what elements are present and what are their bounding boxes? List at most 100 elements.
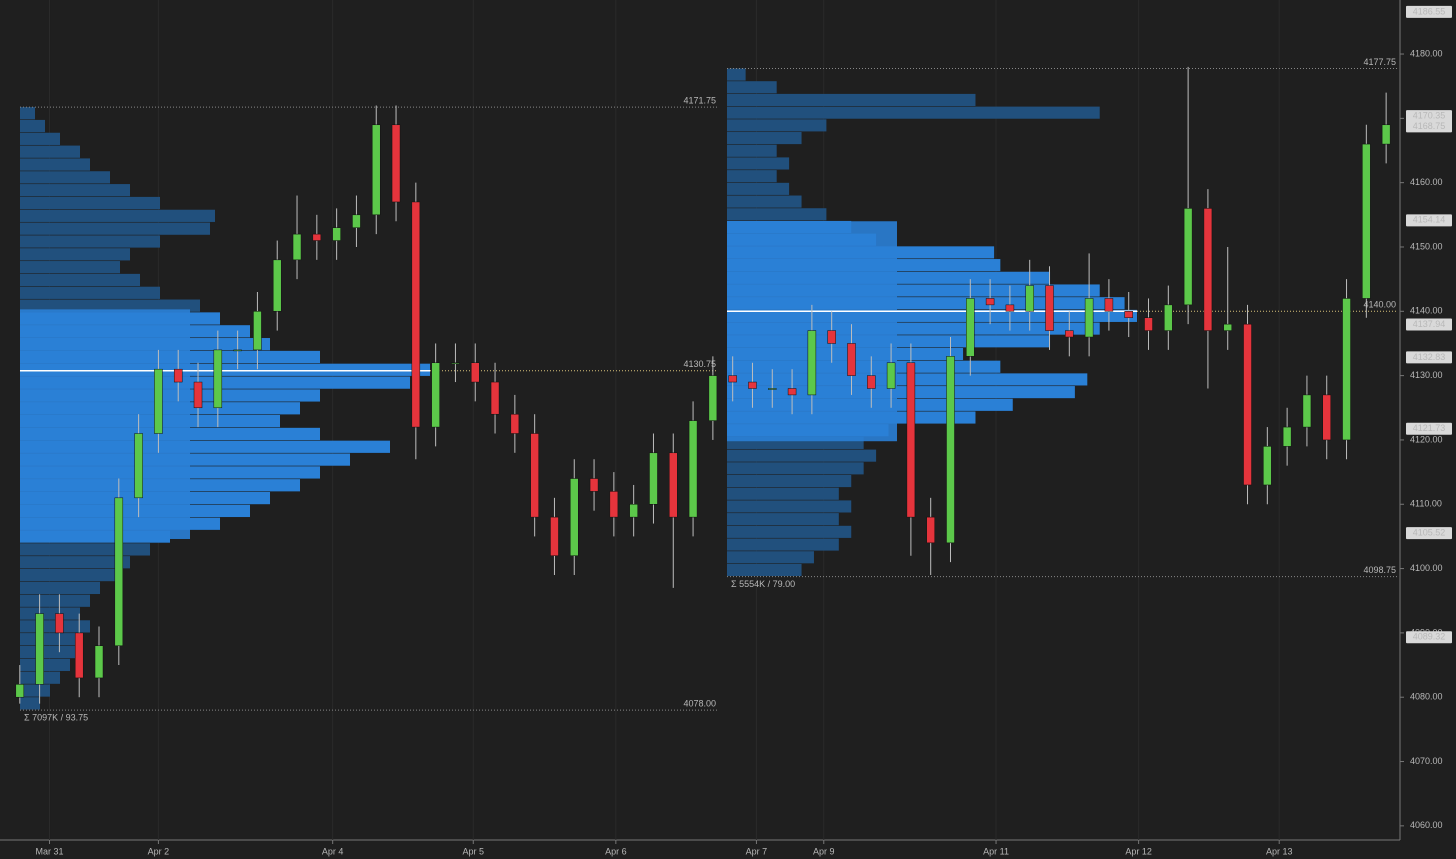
profile-bar bbox=[20, 633, 80, 646]
profile-bar bbox=[727, 513, 839, 526]
profile-bar bbox=[727, 449, 877, 462]
y-tick-label: 4160.00 bbox=[1410, 177, 1443, 187]
profile-bar bbox=[20, 556, 130, 569]
candle-body bbox=[114, 497, 124, 647]
profile-summary: Σ 5554K / 79.00 bbox=[731, 579, 795, 589]
candle-body bbox=[946, 356, 955, 544]
y-tick-label: 4180.00 bbox=[1410, 48, 1443, 58]
candle-body bbox=[332, 227, 341, 241]
candle-body bbox=[253, 311, 262, 351]
candle-body bbox=[847, 343, 856, 376]
candle-body bbox=[1124, 311, 1133, 318]
profile-bar bbox=[20, 594, 90, 607]
candle-body bbox=[233, 349, 242, 352]
x-tick-label: Apr 2 bbox=[148, 846, 170, 856]
profile-bar bbox=[727, 93, 976, 107]
candle-body bbox=[1203, 208, 1213, 331]
candle-body bbox=[550, 516, 559, 556]
profile-bar bbox=[727, 106, 1100, 119]
profile-high-label: 4171.75 bbox=[683, 95, 716, 105]
candle-body bbox=[94, 645, 104, 679]
profile-bar bbox=[727, 462, 864, 475]
y-tick-label: 4150.00 bbox=[1410, 241, 1443, 251]
candle-body bbox=[312, 233, 322, 241]
candle-body bbox=[55, 613, 64, 634]
profile-bar bbox=[727, 81, 777, 94]
candle-body bbox=[74, 632, 84, 679]
x-tick-label: Apr 12 bbox=[1125, 846, 1152, 856]
candle-body bbox=[134, 433, 143, 499]
candle-body bbox=[371, 124, 381, 216]
candle-body bbox=[1362, 143, 1371, 299]
poc-label: 4130.75 bbox=[683, 359, 716, 369]
price-tag bbox=[1406, 110, 1452, 123]
poc-label: 4140.00 bbox=[1363, 300, 1396, 310]
profile-bar bbox=[727, 525, 852, 538]
y-tick-label: 4060.00 bbox=[1410, 820, 1443, 830]
profile-bar bbox=[20, 658, 70, 671]
y-tick-label: 4100.00 bbox=[1410, 563, 1443, 573]
price-tag-label: 4186.55 bbox=[1413, 6, 1446, 16]
x-tick-label: Apr 5 bbox=[463, 846, 485, 856]
candle-body bbox=[411, 201, 421, 428]
profile-bar bbox=[20, 209, 215, 222]
candle-body bbox=[609, 491, 619, 518]
candle-body bbox=[431, 362, 440, 428]
price-tag bbox=[1406, 527, 1452, 540]
profile-bar bbox=[20, 607, 80, 620]
profile-bar bbox=[20, 261, 120, 274]
profile-bar bbox=[727, 170, 777, 183]
x-tick-label: Apr 4 bbox=[322, 846, 344, 856]
profile-bar bbox=[20, 145, 80, 158]
y-tick-label: 4110.00 bbox=[1410, 499, 1442, 509]
y-tick-label: 4130.00 bbox=[1410, 370, 1443, 380]
candle-body bbox=[1263, 446, 1272, 486]
candle-body bbox=[688, 420, 698, 518]
candle-body bbox=[926, 516, 935, 544]
profile-bar bbox=[727, 487, 839, 500]
candle-body bbox=[669, 452, 678, 518]
price-tag bbox=[1406, 631, 1452, 644]
candle-body bbox=[1243, 323, 1252, 486]
price-tag bbox=[1406, 318, 1452, 331]
price-tag-label: 4170.35 bbox=[1413, 110, 1446, 120]
candle-body bbox=[906, 362, 916, 518]
profile-bar bbox=[20, 196, 160, 210]
candle-body bbox=[1005, 304, 1015, 312]
candle-body bbox=[1381, 124, 1391, 145]
profile-bar bbox=[727, 157, 790, 170]
profile-bar bbox=[727, 500, 852, 513]
candle-body bbox=[708, 375, 718, 421]
profile-bar bbox=[20, 684, 50, 697]
profile-bar bbox=[20, 132, 60, 145]
x-tick-label: Apr 13 bbox=[1266, 846, 1293, 856]
candle-body bbox=[649, 452, 658, 505]
candle-body bbox=[451, 362, 460, 365]
candle-body bbox=[213, 349, 223, 409]
profile-bar bbox=[727, 68, 746, 81]
candle-body bbox=[1104, 298, 1114, 312]
candle-body bbox=[748, 381, 757, 389]
profile-bar bbox=[727, 144, 777, 157]
profile-bar bbox=[20, 299, 200, 312]
candle-body bbox=[173, 368, 183, 383]
candle-body bbox=[1322, 394, 1331, 441]
candle-body bbox=[490, 381, 500, 415]
profile-bar bbox=[20, 184, 130, 197]
y-tick-label: 4140.00 bbox=[1410, 306, 1443, 316]
candle-body bbox=[391, 124, 401, 203]
candle-body bbox=[1025, 285, 1034, 312]
x-tick-label: Apr 6 bbox=[605, 846, 627, 856]
candle-body bbox=[470, 362, 480, 383]
candle-body bbox=[154, 368, 163, 434]
candle-body bbox=[867, 375, 876, 389]
x-tick-label: Apr 9 bbox=[813, 846, 835, 856]
candle-body bbox=[272, 259, 282, 312]
price-tag-label: 4132.83 bbox=[1413, 352, 1446, 362]
profile-bar bbox=[20, 697, 40, 710]
price-tag bbox=[1406, 5, 1452, 18]
candle-body bbox=[1183, 208, 1193, 306]
profile-bar bbox=[727, 182, 790, 195]
profile-bar bbox=[20, 581, 100, 595]
y-tick-label: 4080.00 bbox=[1410, 692, 1443, 702]
